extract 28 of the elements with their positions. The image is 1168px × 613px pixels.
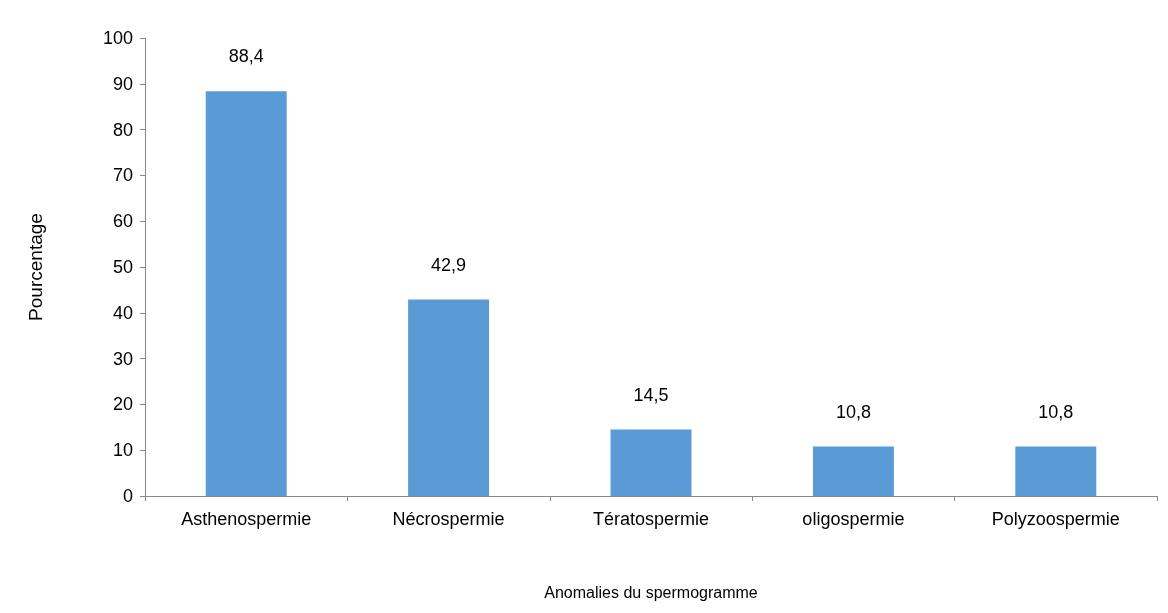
y-tick-label: 100	[102, 28, 133, 48]
bar	[812, 446, 894, 496]
bar	[610, 429, 692, 496]
y-tick-label: 20	[112, 394, 133, 415]
bar	[408, 299, 490, 496]
x-tick-label: Polyzoospermie	[991, 509, 1120, 529]
data-label: 14,5	[633, 384, 669, 405]
data-label: 10,8	[1038, 401, 1074, 422]
y-tick-label: 10	[112, 440, 133, 461]
data-label: 10,8	[835, 401, 871, 422]
y-axis-title: Pourcentage	[25, 213, 46, 321]
y-tick-label: 50	[112, 257, 133, 277]
x-tick-label: Asthenospermie	[181, 509, 312, 529]
y-tick-label: 90	[112, 73, 133, 94]
x-axis-title: Anomalies du spermogramme	[544, 583, 758, 601]
data-label: 42,9	[431, 254, 467, 275]
y-tick-label: 60	[112, 211, 133, 232]
y-tick-label: 70	[112, 165, 133, 186]
y-tick-label: 0	[122, 486, 133, 506]
x-tick-label: oligospermie	[802, 509, 905, 529]
bar	[1015, 446, 1097, 496]
x-tick-label: Tératospermie	[592, 509, 710, 529]
y-tick-label: 80	[112, 119, 133, 140]
data-label: 88,4	[228, 46, 264, 67]
y-tick-label: 40	[112, 302, 133, 323]
bar	[205, 91, 287, 496]
x-tick-label: Nécrospermie	[392, 509, 505, 529]
y-tick-label: 30	[112, 348, 133, 369]
